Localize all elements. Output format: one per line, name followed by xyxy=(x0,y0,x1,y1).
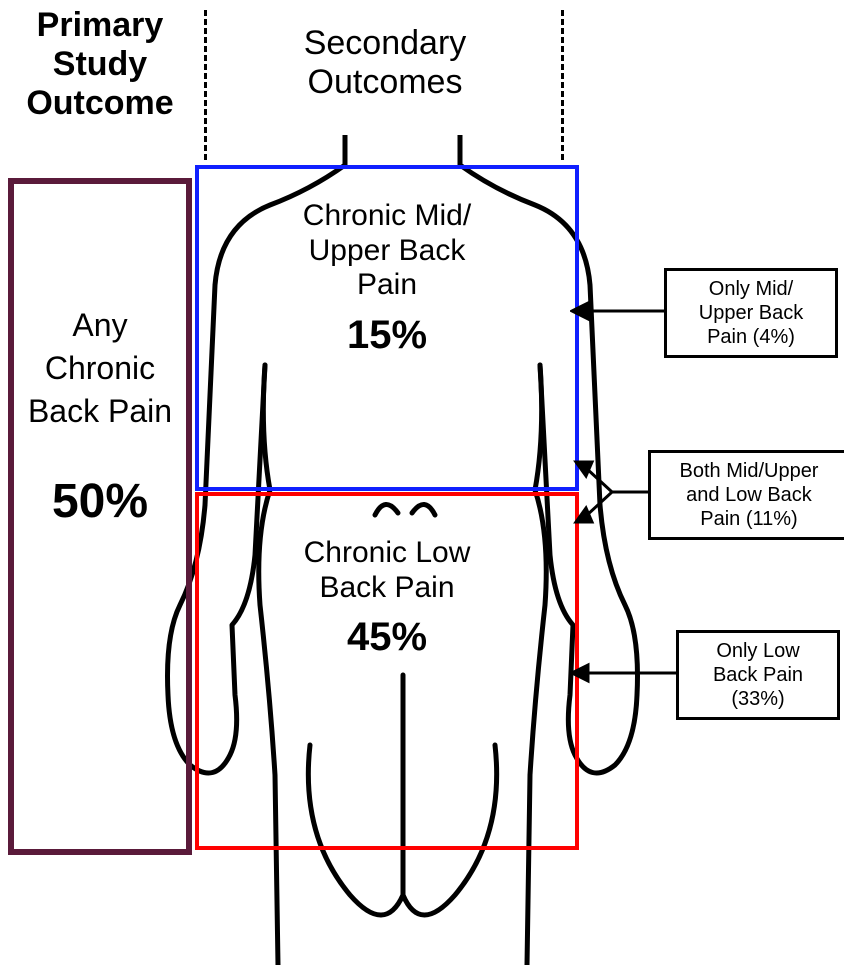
diagram-root: PrimaryStudyOutcome SecondaryOutcomes An… xyxy=(0,0,844,965)
callout-both-text: Both Mid/Upperand Low BackPain (11%) xyxy=(680,460,819,530)
lower-back-region-box: Chronic LowBack Pain 45% xyxy=(195,492,579,850)
callout-both: Both Mid/Upperand Low BackPain (11%) xyxy=(648,450,844,540)
upper-back-label: Chronic Mid/Upper BackPain xyxy=(199,199,575,303)
callout-only-upper: Only Mid/Upper BackPain (4%) xyxy=(664,268,838,358)
lower-back-label: Chronic LowBack Pain xyxy=(199,536,575,605)
callout-only-upper-text: Only Mid/Upper BackPain (4%) xyxy=(699,278,804,348)
arrow-only-upper xyxy=(570,296,670,326)
lower-back-percent: 45% xyxy=(199,615,575,660)
secondary-header: SecondaryOutcomes xyxy=(210,24,560,102)
callout-only-lower: Only LowBack Pain(33%) xyxy=(676,630,840,720)
secondary-header-text: SecondaryOutcomes xyxy=(304,24,467,101)
primary-header: PrimaryStudyOutcome xyxy=(0,6,200,123)
primary-outcome-label: AnyChronicBack Pain xyxy=(14,304,186,434)
brace-both xyxy=(572,456,652,528)
callout-only-lower-text: Only LowBack Pain(33%) xyxy=(713,640,803,710)
upper-back-region-box: Chronic Mid/Upper BackPain 15% xyxy=(195,165,579,491)
upper-back-percent: 15% xyxy=(199,313,575,358)
primary-outcome-box: AnyChronicBack Pain 50% xyxy=(8,178,192,855)
primary-outcome-percent: 50% xyxy=(14,474,186,529)
arrow-only-lower xyxy=(570,658,682,688)
primary-header-text: PrimaryStudyOutcome xyxy=(26,6,173,122)
